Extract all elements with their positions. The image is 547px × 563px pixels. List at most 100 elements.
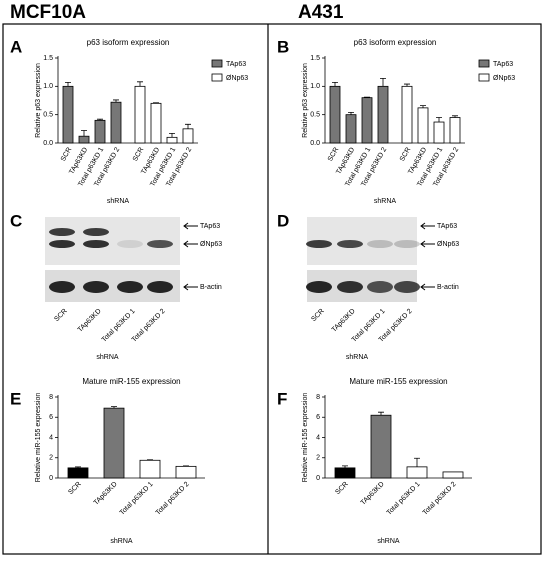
y-tick-label: 1.0 bbox=[310, 83, 320, 90]
bar bbox=[150, 102, 162, 144]
bar bbox=[182, 128, 194, 144]
error-bar bbox=[97, 118, 103, 121]
error-bar bbox=[414, 457, 420, 467]
bar bbox=[94, 119, 106, 144]
x-axis-label: shRNA bbox=[346, 354, 369, 361]
band bbox=[337, 240, 363, 248]
y-tick-label: 4 bbox=[49, 434, 53, 441]
band bbox=[394, 240, 420, 248]
bar bbox=[110, 101, 122, 144]
x-tick-label: Total p63KD 2 bbox=[422, 481, 458, 517]
x-tick-label: SCR bbox=[132, 146, 145, 162]
panel-letter: C bbox=[10, 211, 22, 230]
lane-label: SCR bbox=[53, 308, 68, 323]
y-tick-label: 1.0 bbox=[43, 83, 53, 90]
legend-label: ØNp63 bbox=[493, 75, 515, 82]
y-tick-label: 2 bbox=[316, 455, 320, 462]
chart-title: Mature miR-155 expression bbox=[349, 377, 447, 386]
y-axis-label: Relative p63 expression bbox=[35, 63, 42, 138]
error-bar bbox=[137, 81, 143, 87]
chart-title: Mature miR-155 expression bbox=[82, 377, 180, 386]
band bbox=[306, 240, 332, 248]
y-tick-label: 8 bbox=[316, 394, 320, 401]
band bbox=[49, 228, 75, 236]
y-tick-label: 0.0 bbox=[43, 140, 53, 147]
legend-swatch bbox=[211, 59, 223, 68]
band-label: B-actin bbox=[200, 284, 222, 291]
x-tick-label: Total p63KD 1 bbox=[386, 481, 422, 517]
error-bar bbox=[348, 112, 354, 115]
band bbox=[306, 281, 332, 293]
arrow bbox=[420, 240, 435, 248]
bar bbox=[166, 136, 178, 144]
bar bbox=[449, 117, 461, 144]
error-bar bbox=[380, 78, 386, 87]
legend-label: TAp63 bbox=[226, 61, 246, 68]
bar bbox=[62, 85, 74, 144]
bar bbox=[401, 85, 413, 144]
bar bbox=[377, 85, 389, 144]
error-bar bbox=[364, 96, 370, 98]
bar bbox=[370, 414, 392, 479]
bar bbox=[103, 407, 125, 479]
bar bbox=[433, 121, 445, 144]
lane-label: TAp63KD bbox=[331, 308, 357, 334]
band bbox=[147, 281, 173, 293]
x-tick-label: Total p63KD 1 bbox=[119, 481, 155, 517]
y-tick-label: 0.0 bbox=[310, 140, 320, 147]
band-label: B-actin bbox=[437, 284, 459, 291]
bar bbox=[134, 85, 146, 144]
arrow bbox=[183, 222, 198, 230]
bar bbox=[406, 466, 428, 479]
bar bbox=[442, 471, 464, 479]
panel-letter: D bbox=[277, 211, 289, 230]
error-bar bbox=[404, 83, 410, 87]
band-label: ØNp63 bbox=[200, 241, 222, 248]
y-tick-label: 8 bbox=[49, 394, 53, 401]
error-bar bbox=[420, 105, 426, 108]
bar bbox=[361, 97, 373, 144]
band bbox=[83, 228, 109, 236]
band bbox=[367, 281, 393, 293]
arrow bbox=[183, 283, 198, 291]
error-bar bbox=[452, 115, 458, 118]
y-tick-label: 6 bbox=[49, 414, 53, 421]
y-tick-label: 1.5 bbox=[310, 55, 320, 62]
error-bar bbox=[153, 102, 159, 104]
error-bar bbox=[342, 465, 348, 468]
x-tick-label: SCR bbox=[60, 146, 73, 162]
y-tick-label: 4 bbox=[316, 434, 320, 441]
y-tick-label: 6 bbox=[316, 414, 320, 421]
bar bbox=[417, 107, 429, 144]
bar bbox=[67, 467, 89, 479]
y-tick-label: 1.5 bbox=[43, 55, 53, 62]
x-tick-label: SCR bbox=[67, 481, 82, 496]
band bbox=[49, 240, 75, 248]
x-axis-label: shRNA bbox=[107, 198, 130, 205]
band bbox=[367, 240, 393, 248]
band bbox=[394, 281, 420, 293]
band bbox=[83, 281, 109, 293]
panel-letter: E bbox=[10, 389, 21, 408]
band-label: TAp63 bbox=[437, 223, 457, 230]
x-tick-label: TAp63KD bbox=[93, 481, 119, 507]
band bbox=[117, 281, 143, 293]
error-bar bbox=[113, 99, 119, 103]
x-axis-label: shRNA bbox=[377, 538, 400, 545]
bar bbox=[78, 135, 90, 144]
x-axis-label: shRNA bbox=[110, 538, 133, 545]
legend-swatch bbox=[478, 59, 490, 68]
y-axis-label: Relative miR-155 expression bbox=[35, 393, 42, 483]
chart-title: p63 isoform expression bbox=[354, 38, 437, 47]
bar bbox=[175, 465, 197, 479]
x-tick-label: SCR bbox=[327, 146, 340, 162]
error-bar bbox=[65, 81, 71, 87]
legend-label: TAp63 bbox=[493, 61, 513, 68]
band bbox=[83, 240, 109, 248]
band-label: TAp63 bbox=[200, 223, 220, 230]
legend-swatch bbox=[478, 73, 490, 82]
error-bar bbox=[183, 465, 189, 467]
column-header: MCF10A bbox=[10, 2, 86, 23]
y-tick-label: 2 bbox=[49, 455, 53, 462]
band bbox=[49, 281, 75, 293]
